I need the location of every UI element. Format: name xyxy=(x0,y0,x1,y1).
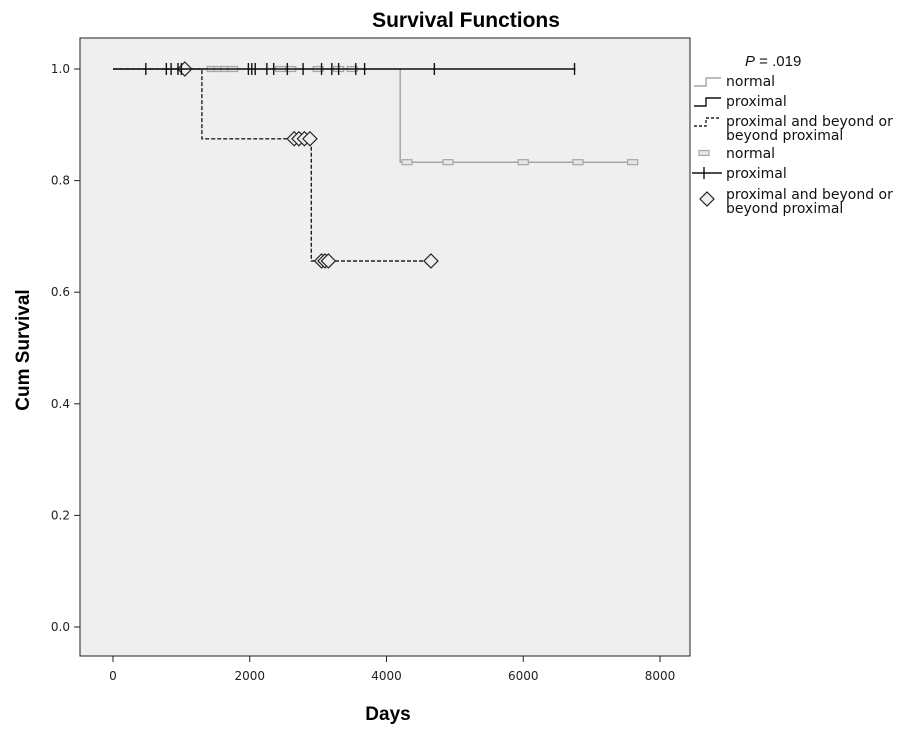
series-1 xyxy=(113,63,576,75)
censor-mark xyxy=(423,253,439,269)
y-tick-label: 0.0 xyxy=(51,620,70,634)
legend-label: normal xyxy=(726,146,775,162)
censor-mark xyxy=(401,159,413,166)
plot-area xyxy=(79,37,691,657)
censor-mark xyxy=(176,63,179,75)
y-tick-label: 0.2 xyxy=(51,508,70,522)
censor-mark xyxy=(144,63,147,75)
censor-mark xyxy=(250,63,253,75)
legend-swatch xyxy=(703,167,705,179)
y-tick-label: 1.0 xyxy=(51,62,70,76)
y-tick-label: 0.6 xyxy=(51,285,70,299)
censor-mark xyxy=(272,63,275,75)
x-axis-label: Days xyxy=(365,704,410,725)
legend-label: proximal xyxy=(726,166,787,182)
legend-entry: proximal and beyond or beyond proximal xyxy=(699,187,893,217)
censor-mark xyxy=(433,63,436,75)
legend-entry: proximal xyxy=(694,94,787,110)
legend-swatch xyxy=(694,117,721,127)
censor-mark xyxy=(517,159,529,166)
chart-title: Survival Functions xyxy=(372,9,560,32)
legend-swatch xyxy=(699,191,715,207)
censor-mark xyxy=(337,63,340,75)
censor-mark xyxy=(627,159,639,166)
censor-mark xyxy=(330,63,333,75)
censor-mark xyxy=(320,253,337,269)
censor-mark xyxy=(254,63,257,75)
censor-mark xyxy=(363,63,366,75)
legend-label: proximal xyxy=(726,94,787,110)
legend-entry: proximal xyxy=(692,166,787,182)
legend-label: normal xyxy=(726,74,775,90)
censor-mark xyxy=(170,63,173,75)
y-axis-label: Cum Survival xyxy=(13,289,34,410)
censor-mark xyxy=(180,63,183,75)
x-tick-label: 6000 xyxy=(508,669,539,683)
series-layer xyxy=(113,61,639,269)
legend-swatch xyxy=(694,97,721,107)
censor-mark xyxy=(286,63,289,75)
x-tick-label: 4000 xyxy=(371,669,402,683)
legend-entry: normal xyxy=(694,74,775,90)
censor-mark xyxy=(354,63,357,75)
censor-mark xyxy=(265,63,268,75)
censor-mark xyxy=(572,159,584,166)
censor-mark xyxy=(302,130,318,147)
censor-mark xyxy=(442,159,454,166)
censor-mark xyxy=(302,63,305,75)
censor-mark xyxy=(320,63,323,75)
y-tick-label: 0.4 xyxy=(51,397,70,411)
x-tick-label: 8000 xyxy=(645,669,676,683)
x-tick-label: 0 xyxy=(109,669,117,683)
legend-swatch xyxy=(694,77,721,87)
censor-mark xyxy=(247,63,250,75)
legend: normal proximal proximal and beyond or beyo… xyxy=(692,74,893,217)
p-value-annotation: P = .019 xyxy=(745,53,801,70)
legend-entry: proximal and beyond or beyond proximal xyxy=(694,114,893,144)
censor-mark xyxy=(165,63,168,75)
x-tick-label: 2000 xyxy=(234,669,265,683)
legend-entry: normal xyxy=(698,146,775,162)
legend-swatch xyxy=(698,149,710,157)
p-value-text: = .019 xyxy=(755,53,801,70)
legend-label: proximal and beyond or beyond proximal xyxy=(726,187,893,217)
y-tick-label: 0.8 xyxy=(51,174,70,188)
p-value-symbol: P xyxy=(745,53,755,70)
legend-label: proximal and beyond or beyond proximal xyxy=(726,114,893,144)
censor-mark xyxy=(573,63,576,75)
axis-ticks: 0.0 0.2 0.4 0.6 0.8 1.0 0 2000 4000 6000 8000 xyxy=(51,62,675,683)
